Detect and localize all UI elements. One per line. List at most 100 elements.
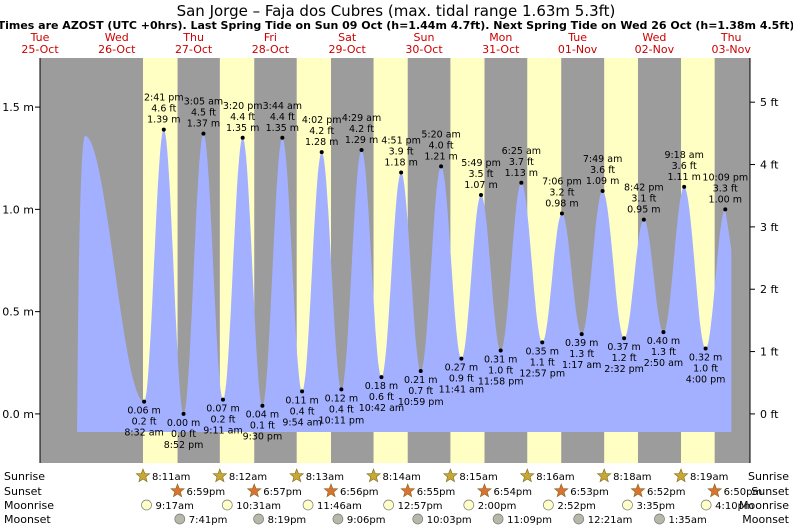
left-tick-label: 1.0 m — [2, 203, 34, 216]
sunrise-time-label: 8:12am — [229, 472, 267, 483]
tide-height-m-label: 1.00 m — [709, 194, 742, 205]
axes: 0.0 m 0.5 m 1.0 m 1.5 m 0 ft 1 ft 2 ft 3 ft 4 ft… — [2, 31, 779, 463]
day-of-week-label: Wed — [105, 31, 129, 44]
sunset-icon — [323, 483, 339, 498]
sunrise-time-label: 8:19am — [690, 472, 728, 483]
tide-point — [201, 131, 206, 136]
tide-height-m-label: 0.21 m — [404, 375, 437, 386]
tide-time-label: 10:59 pm — [398, 397, 444, 408]
tide-time-label: 1:17 am — [562, 360, 601, 371]
tide-height-ft-label: 0.9 ft — [449, 374, 474, 385]
moonrise-time-label: 4:10pm — [715, 501, 754, 512]
tide-height-ft-label: 0.7 ft — [408, 386, 433, 397]
tide-height-ft-label: 4.4 ft — [230, 112, 255, 123]
tide-point — [622, 336, 627, 341]
sunset-icon — [246, 483, 262, 498]
tide-height-ft-label: 3.3 ft — [713, 183, 738, 194]
tide-point — [399, 170, 404, 175]
sunset-icon — [400, 483, 416, 498]
moonrise-time-label: 3:35pm — [636, 501, 675, 512]
tide-point — [161, 127, 166, 132]
tide-point — [220, 397, 225, 402]
tide-height-ft-label: 0.2 ft — [132, 417, 157, 428]
tide-point — [181, 411, 186, 416]
tide-height-ft-label: 4.2 ft — [309, 126, 334, 137]
tide-time-label: 5:20 am — [421, 129, 460, 140]
tide-height-ft-label: 3.5 ft — [468, 169, 493, 180]
tide-height-m-label: 1.11 m — [667, 172, 700, 183]
tide-height-m-label: 1.09 m — [586, 176, 619, 187]
tide-time-label: 2:41 pm — [144, 93, 184, 104]
date-label: 02-Nov — [635, 43, 675, 56]
tide-point — [600, 188, 605, 193]
tide-point — [439, 164, 444, 169]
tide-height-m-label: 1.13 m — [505, 168, 538, 179]
astro-rows: Sunrise Sunrise 8:11am 8:12am 8:13am 8:14am 8:… — [4, 468, 790, 525]
tide-height-ft-label: 0.4 ft — [290, 406, 315, 417]
tide-height-m-label: 1.29 m — [345, 135, 378, 146]
tide-height-ft-label: 4.4 ft — [270, 112, 295, 123]
left-tick-label: 1.5 m — [2, 101, 34, 114]
tide-height-ft-label: 0.1 ft — [250, 421, 275, 432]
tide-height-ft-label: 1.3 ft — [651, 347, 676, 358]
moonset-icon — [412, 513, 424, 525]
left-tick-label: 0.0 m — [2, 408, 34, 421]
moonrise-icon — [463, 499, 475, 511]
sunrise-icon — [519, 468, 535, 483]
tide-point — [682, 184, 687, 189]
moonset-time-label: 12:21am — [588, 515, 633, 525]
moonrise-time-label: 2:52pm — [557, 501, 596, 512]
moonset-icon — [492, 513, 504, 525]
sunrise-time-label: 8:11am — [152, 472, 190, 483]
moonrise-time-label: 2:00pm — [478, 501, 517, 512]
sunset-row-label-left: Sunset — [4, 485, 42, 498]
tide-height-ft-label: 0.6 ft — [369, 392, 394, 403]
tide-point — [519, 180, 524, 185]
tide-time-label: 12:57 pm — [519, 368, 565, 379]
right-tick-label: 0 ft — [760, 408, 779, 421]
sunrise-icon — [366, 468, 382, 483]
moonset-icon — [654, 513, 665, 525]
right-tick-label: 5 ft — [760, 96, 779, 109]
tide-point — [498, 348, 503, 353]
tide-time-label: 4:00 pm — [686, 374, 726, 385]
tide-height-m-label: 1.37 m — [187, 119, 220, 130]
header: San Jorge – Faja dos Cubres (max. tidal … — [0, 2, 793, 32]
moonset-time-label: 1:35am — [668, 515, 706, 525]
tide-point — [579, 332, 584, 337]
tide-height-m-label: 1.35 m — [266, 123, 299, 134]
tide-height-m-label: 0.32 m — [689, 352, 722, 363]
tide-height-ft-label: 0.0 ft — [171, 429, 196, 440]
tide-time-label: 4:29 am — [342, 113, 381, 124]
tide-point — [479, 193, 484, 198]
tide-point — [280, 135, 285, 140]
tide-height-m-label: 0.11 m — [285, 395, 318, 406]
tide-height-m-label: 0.40 m — [647, 336, 680, 347]
tide-time-label: 3:20 pm — [223, 101, 263, 112]
tide-point — [359, 148, 364, 153]
sunrise-time-label: 8:15am — [459, 472, 497, 483]
tide-height-ft-label: 3.7 ft — [509, 157, 534, 168]
moonrise-time-label: 10:31am — [236, 501, 281, 512]
tide-height-m-label: 1.39 m — [147, 115, 180, 126]
sunrise-time-label: 8:13am — [306, 472, 344, 483]
tide-height-ft-label: 3.1 ft — [631, 194, 656, 205]
tide-point — [300, 389, 305, 394]
tide-height-m-label: 1.18 m — [384, 158, 417, 169]
tide-height-m-label: 0.31 m — [484, 355, 517, 366]
tide-point — [459, 356, 464, 361]
moonrise-time-label: 12:57pm — [398, 501, 443, 512]
tide-height-ft-label: 1.0 ft — [693, 363, 718, 374]
sunrise-icon — [673, 468, 689, 483]
tide-height-m-label: 0.12 m — [325, 393, 358, 404]
moonrise-icon — [543, 499, 554, 511]
moonrise-icon — [302, 499, 314, 511]
tide-time-label: 9:11 am — [203, 426, 242, 437]
sunrise-icon — [289, 468, 305, 483]
sunset-time-label: 6:50pm — [724, 487, 763, 498]
sunset-row-label-right: Sunset — [751, 485, 789, 498]
sunset-time-label: 6:59pm — [187, 487, 226, 498]
tide-time-label: 10:09 pm — [702, 172, 748, 183]
tide-point — [723, 207, 728, 212]
moonrise-time-label: 11:46am — [317, 501, 362, 512]
